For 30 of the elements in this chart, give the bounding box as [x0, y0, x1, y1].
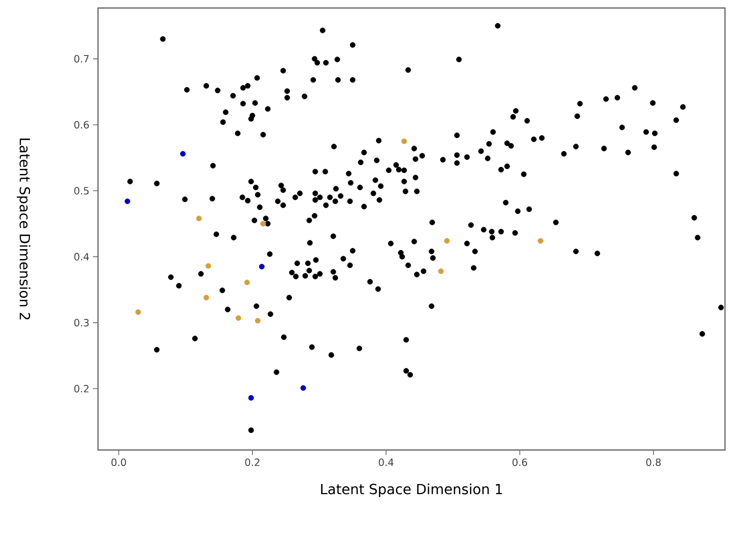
point [300, 385, 306, 391]
point [248, 395, 254, 401]
point [244, 280, 250, 286]
point [236, 315, 242, 321]
point [135, 309, 141, 315]
y-tick-label: 0.6 [74, 120, 89, 129]
point [444, 238, 450, 244]
x-axis-title: Latent Space Dimension 1 [321, 484, 502, 498]
point [260, 220, 266, 227]
point [258, 264, 265, 270]
y-axis-title: Latent Space Dimension 2 [16, 138, 30, 320]
point [206, 263, 212, 269]
x-tick-label: 0.6 [512, 458, 528, 466]
y-tick-label: 0.2 [74, 384, 88, 392]
point [196, 216, 202, 222]
y-tick-label: 0.3 [74, 318, 89, 326]
y-tick-label: 0.7 [74, 55, 89, 63]
point [438, 268, 444, 274]
x-tick-label: 0.4 [378, 458, 394, 466]
y-tick-label: 0.5 [74, 186, 89, 195]
x-tick-label: 0.8 [646, 458, 661, 466]
point [124, 198, 130, 204]
point [538, 238, 544, 244]
point [204, 294, 210, 300]
point [254, 318, 261, 324]
x-tick-label: 0.0 [111, 458, 126, 466]
x-tick-label: 0.2 [245, 458, 260, 466]
y-tick-label: 0.4 [74, 252, 89, 260]
point [180, 151, 186, 157]
point [401, 138, 407, 144]
